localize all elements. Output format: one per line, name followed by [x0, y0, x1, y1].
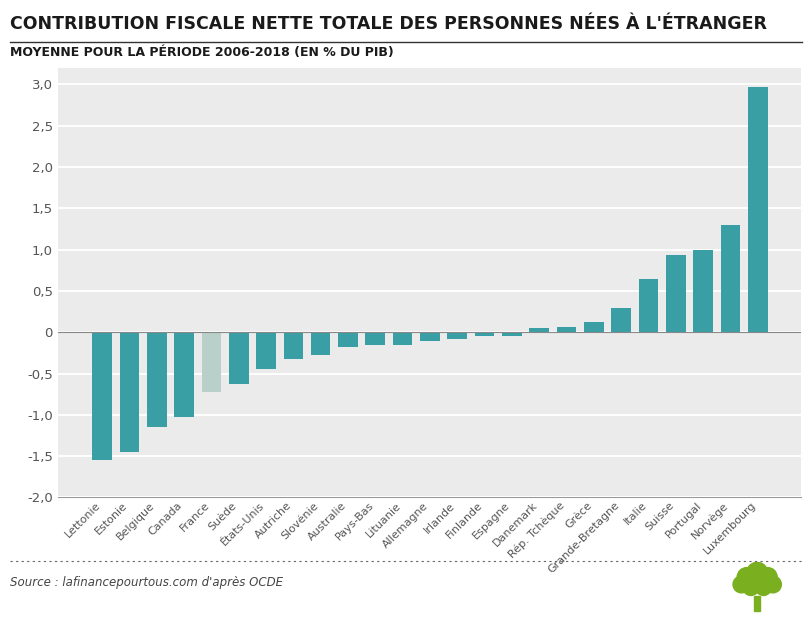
Circle shape [732, 576, 749, 593]
Bar [474, 332, 494, 336]
Bar [337, 332, 358, 347]
Text: Source : lafinancepourtous.com d'après OCDE: Source : lafinancepourtous.com d'après O… [10, 576, 282, 589]
Bar [229, 332, 248, 384]
Bar [283, 332, 303, 358]
Bar [501, 332, 521, 336]
Bar [419, 332, 440, 341]
Bar [693, 250, 712, 332]
Bar [665, 255, 684, 332]
Bar [174, 332, 194, 417]
Text: CONTRIBUTION FISCALE NETTE TOTALE DES PERSONNES NÉES À L'ÉTRANGER: CONTRIBUTION FISCALE NETTE TOTALE DES PE… [10, 15, 766, 33]
Circle shape [742, 580, 757, 596]
Bar [720, 225, 740, 332]
Bar [119, 332, 139, 452]
Bar [393, 332, 412, 345]
Bar [753, 596, 759, 611]
Bar [529, 328, 548, 332]
Circle shape [764, 576, 780, 593]
Circle shape [746, 572, 766, 593]
Bar [747, 87, 766, 332]
Circle shape [757, 567, 776, 586]
Bar [147, 332, 166, 427]
Bar [556, 326, 576, 332]
Bar [447, 332, 466, 339]
Bar [365, 332, 384, 345]
Text: MOYENNE POUR LA PÉRIODE 2006-2018 (EN % DU PIB): MOYENNE POUR LA PÉRIODE 2006-2018 (EN % … [10, 46, 393, 59]
Bar [92, 332, 112, 460]
Circle shape [736, 567, 755, 586]
Bar [201, 332, 221, 392]
Bar [311, 332, 330, 355]
Circle shape [746, 562, 766, 583]
Bar [611, 308, 630, 332]
Bar [638, 279, 658, 332]
Bar [255, 332, 276, 370]
Bar [583, 323, 603, 332]
Circle shape [755, 580, 770, 596]
